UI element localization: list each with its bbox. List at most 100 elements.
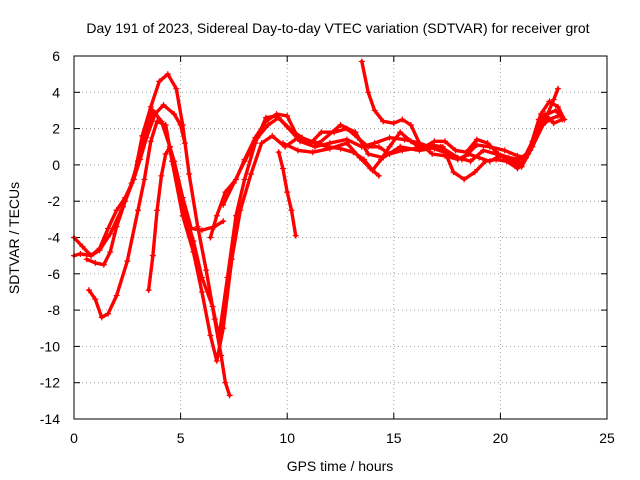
data-point-marker (158, 172, 165, 179)
data-point-marker (171, 111, 178, 118)
chart-title: Day 191 of 2023, Sidereal Day-to-day VTE… (86, 20, 589, 36)
data-point-marker (160, 102, 167, 109)
data-point-marker (546, 116, 553, 123)
data-point-marker (439, 143, 446, 150)
data-point-marker (508, 158, 515, 165)
data-point-marker (518, 163, 525, 170)
data-point-marker (473, 136, 480, 143)
data-point-marker (354, 134, 361, 141)
data-point-marker (326, 140, 333, 147)
data-point-marker (386, 134, 393, 141)
data-point-marker (98, 314, 105, 321)
data-point-marker (365, 151, 372, 158)
data-series (71, 58, 568, 399)
y-tick-label: 4 (52, 84, 60, 100)
data-point-marker (158, 118, 165, 125)
data-point-marker (149, 252, 156, 259)
data-point-marker (358, 58, 365, 65)
y-axis-label: SDTVAR / TECUs (6, 182, 22, 294)
data-point-marker (461, 176, 468, 183)
data-point-marker (407, 121, 414, 128)
x-tick-label: 15 (386, 430, 402, 446)
data-point-marker (162, 151, 169, 158)
data-point-marker (222, 189, 229, 196)
data-point-marker (552, 107, 559, 114)
y-tick-label: -10 (40, 338, 60, 354)
data-point-marker (233, 212, 240, 219)
data-point-marker (107, 249, 114, 256)
data-point-marker (222, 379, 229, 386)
data-point-marker (241, 176, 248, 183)
data-point-marker (79, 243, 86, 250)
data-point-marker (550, 120, 557, 127)
data-point-marker (554, 103, 561, 110)
data-point-marker (473, 141, 480, 148)
data-point-marker (331, 129, 338, 136)
data-point-marker (254, 134, 261, 141)
data-point-marker (367, 165, 374, 172)
data-point-marker (188, 225, 195, 232)
y-tick-label: -4 (48, 230, 61, 246)
data-point-marker (554, 85, 561, 92)
data-point-marker (371, 107, 378, 114)
data-point-marker (299, 134, 306, 141)
data-point-marker (476, 154, 483, 161)
data-point-marker (220, 201, 227, 208)
data-point-marker (258, 140, 265, 147)
data-point-marker (107, 230, 114, 237)
data-point-marker (441, 152, 448, 159)
data-point-marker (207, 332, 214, 339)
data-point-marker (156, 78, 163, 85)
data-point-marker (209, 303, 216, 310)
data-point-marker (224, 274, 231, 281)
y-tick-label: 2 (52, 121, 60, 137)
data-point-marker (247, 170, 254, 177)
data-point-marker (399, 116, 406, 123)
data-point-marker (337, 121, 344, 128)
data-point-marker (273, 111, 280, 118)
x-tick-label: 5 (177, 430, 185, 446)
data-point-marker (375, 143, 382, 150)
data-point-marker (145, 287, 152, 294)
data-point-marker (358, 143, 365, 150)
series-line (87, 99, 567, 363)
data-point-marker (386, 151, 393, 158)
data-point-marker (83, 256, 90, 263)
data-point-marker (292, 232, 299, 239)
x-tick-label: 10 (279, 430, 295, 446)
data-point-marker (171, 158, 178, 165)
data-point-marker (166, 143, 173, 150)
data-point-marker (173, 85, 180, 92)
data-point-marker (213, 212, 220, 219)
data-point-marker (265, 121, 272, 128)
data-point-marker (465, 151, 472, 158)
data-point-marker (380, 118, 387, 125)
data-point-marker (179, 194, 186, 201)
data-point-marker (535, 116, 542, 123)
y-tick-label: -14 (40, 411, 60, 427)
data-point-marker (390, 120, 397, 127)
data-point-marker (311, 140, 318, 147)
y-tick-label: -6 (48, 266, 61, 282)
data-point-marker (412, 145, 419, 152)
data-point-marker (105, 225, 112, 232)
data-point-marker (186, 170, 193, 177)
data-point-marker (190, 238, 197, 245)
data-point-marker (113, 207, 120, 214)
data-point-marker (540, 121, 547, 128)
data-point-marker (128, 180, 135, 187)
data-point-marker (220, 218, 227, 225)
data-point-marker (529, 143, 536, 150)
y-tick-label: -2 (48, 193, 61, 209)
data-point-marker (550, 96, 557, 103)
data-point-marker (343, 125, 350, 132)
data-point-marker (375, 172, 382, 179)
data-point-marker (559, 114, 566, 121)
x-tick-label: 0 (70, 430, 78, 446)
data-point-marker (198, 274, 205, 281)
data-point-marker (326, 145, 333, 152)
data-point-marker (141, 176, 148, 183)
data-point-marker (429, 151, 436, 158)
data-point-marker (452, 147, 459, 154)
data-point-marker (416, 140, 423, 147)
